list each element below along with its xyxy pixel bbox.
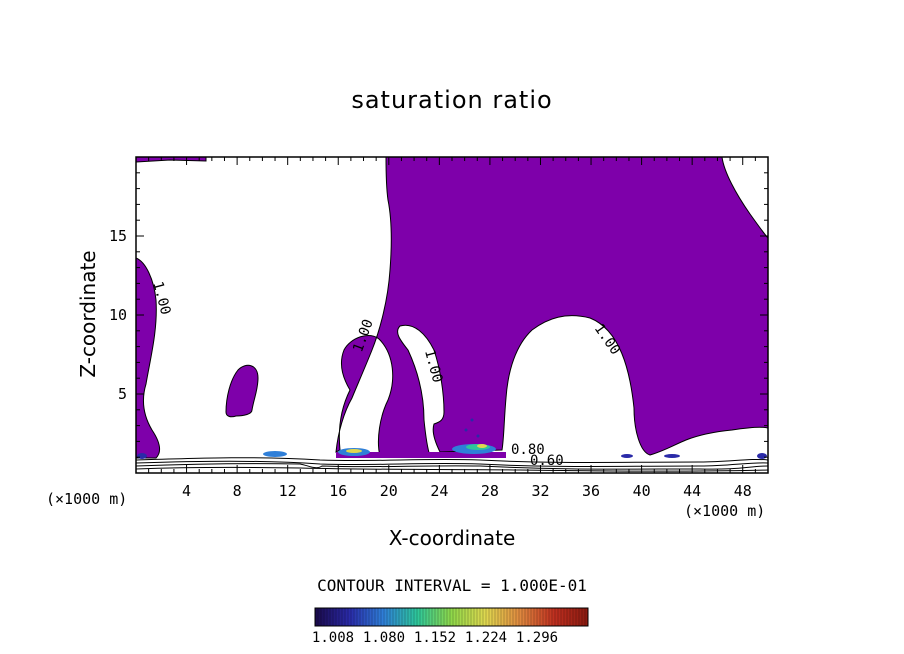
x-tick-label: 48 <box>734 482 752 500</box>
x-tick-label: 36 <box>582 482 600 500</box>
colorbar-tick-label: 1.224 <box>464 630 508 646</box>
x-tick-label: 16 <box>329 482 347 500</box>
contour-label: 0.80 <box>511 442 545 458</box>
x-axis-label: X-coordinate <box>388 526 516 550</box>
fill-region-cell <box>225 364 259 418</box>
supersaturation-region <box>136 157 768 459</box>
y-tick-label: 10 <box>109 306 127 324</box>
y-axis-label: Z-coordinate <box>76 250 100 378</box>
x-tick-label: 12 <box>279 482 297 500</box>
x-tick-label: 28 <box>481 482 499 500</box>
x-tick-label: 8 <box>233 482 242 500</box>
colorbar-tick-label: 1.080 <box>362 630 406 646</box>
axis-ticks <box>136 157 768 473</box>
fill-region-top <box>136 157 207 163</box>
x-tick-label: 40 <box>633 482 651 500</box>
low-level-contours <box>136 457 768 472</box>
x-axis-unit: (×1000 m) <box>684 502 766 520</box>
x-tick-label: 4 <box>182 482 191 500</box>
contour-interval: CONTOUR INTERVAL = 1.000E-01 <box>317 576 587 595</box>
colorbar-tick-label: 1.296 <box>515 630 559 646</box>
contour-label: 0.60 <box>530 453 564 469</box>
fill-region-left <box>136 257 160 459</box>
colorbar-tick-label: 1.152 <box>413 630 457 646</box>
colorbar <box>314 607 589 627</box>
x-tick-label: 24 <box>430 482 448 500</box>
x-tick-label: 32 <box>531 482 549 500</box>
colorbar-gradient <box>314 607 589 627</box>
colorbar-tick-label: 1.008 <box>311 630 355 646</box>
high-saturation-patches <box>137 418 767 459</box>
y-tick-label: 15 <box>109 227 127 245</box>
x-tick-label: 20 <box>380 482 398 500</box>
chart-title: saturation ratio <box>351 86 553 114</box>
fill-region-main <box>335 157 768 457</box>
y-axis-unit: (×1000 m) <box>46 490 128 508</box>
x-tick-label: 44 <box>683 482 701 500</box>
fill-region-bottom-band <box>336 452 506 458</box>
y-tick-label: 5 <box>118 385 127 403</box>
